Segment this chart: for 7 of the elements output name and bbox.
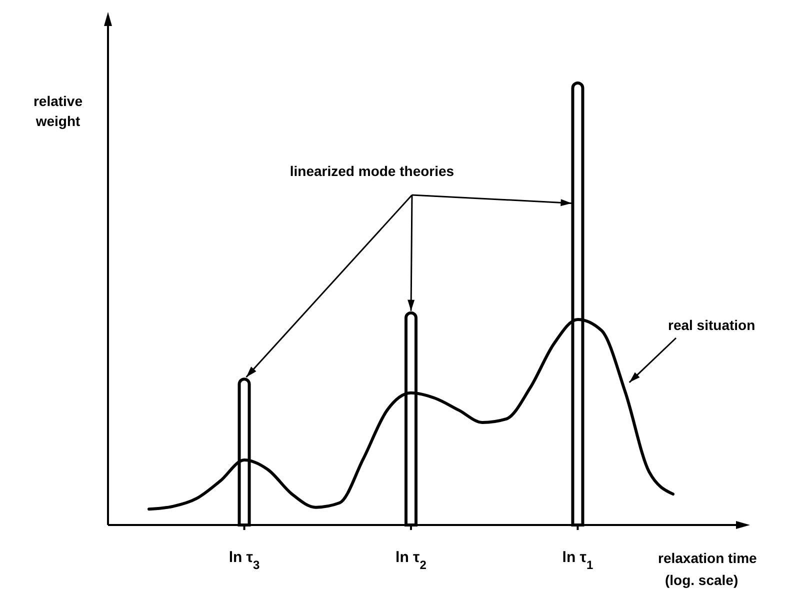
x-tick-label: ln τ$_{1}$: [562, 549, 594, 572]
y-axis-title: relative weight: [33, 93, 83, 129]
annotation: linearized mode theories: [290, 163, 454, 179]
x-tick-label: ln τ$_{3}$: [228, 549, 260, 572]
x-axis-title: relaxation time (log. scale): [658, 550, 758, 588]
annotation: real situation: [668, 317, 756, 333]
x-tick-label: ln τ$_{2}$: [396, 549, 427, 572]
